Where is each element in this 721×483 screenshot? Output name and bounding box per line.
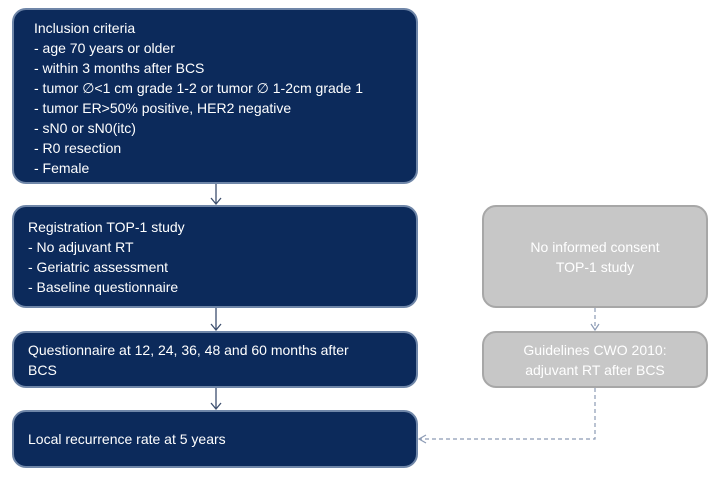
no-consent-box: No informed consent TOP-1 study: [482, 205, 708, 308]
outcome-text: Local recurrence rate at 5 years: [28, 431, 226, 447]
registration-box: Registration TOP-1 study - No adjuvant R…: [12, 205, 418, 308]
questionnaire-box: Questionnaire at 12, 24, 36, 48 and 60 m…: [12, 331, 418, 388]
no-consent-line-1: No informed consent: [530, 238, 660, 255]
registration-item: - Baseline questionnaire: [28, 279, 179, 295]
questionnaire-line-1: Questionnaire at 12, 24, 36, 48 and 60 m…: [28, 342, 349, 358]
questionnaire-line-2: BCS: [28, 362, 57, 378]
inclusion-item: - Female: [34, 160, 90, 176]
inclusion-criteria-title: Inclusion criteria: [34, 20, 136, 36]
guidelines-line-1: Guidelines CWO 2010:: [523, 341, 667, 358]
outcome-box: Local recurrence rate at 5 years: [12, 410, 418, 468]
inclusion-item: - tumor ER>50% positive, HER2 negative: [34, 100, 292, 116]
inclusion-criteria-box: Inclusion criteria - age 70 years or old…: [12, 8, 418, 184]
guidelines-line-2: adjuvant RT after BCS: [525, 361, 665, 378]
registration-item: - Geriatric assessment: [28, 259, 169, 275]
registration-item: - No adjuvant RT: [28, 239, 134, 255]
inclusion-item: - within 3 months after BCS: [34, 60, 205, 76]
guidelines-box: Guidelines CWO 2010: adjuvant RT after B…: [482, 331, 708, 388]
inclusion-item: - R0 resection: [34, 140, 122, 156]
inclusion-item: - tumor ∅<1 cm grade 1-2 or tumor ∅ 1-2c…: [34, 80, 364, 96]
registration-title: Registration TOP-1 study: [28, 219, 185, 235]
inclusion-item: - sN0 or sN0(itc): [34, 120, 136, 136]
inclusion-item: - age 70 years or older: [34, 40, 175, 56]
no-consent-line-2: TOP-1 study: [555, 258, 635, 275]
arrow-guidelines-to-outcome: [420, 388, 596, 440]
